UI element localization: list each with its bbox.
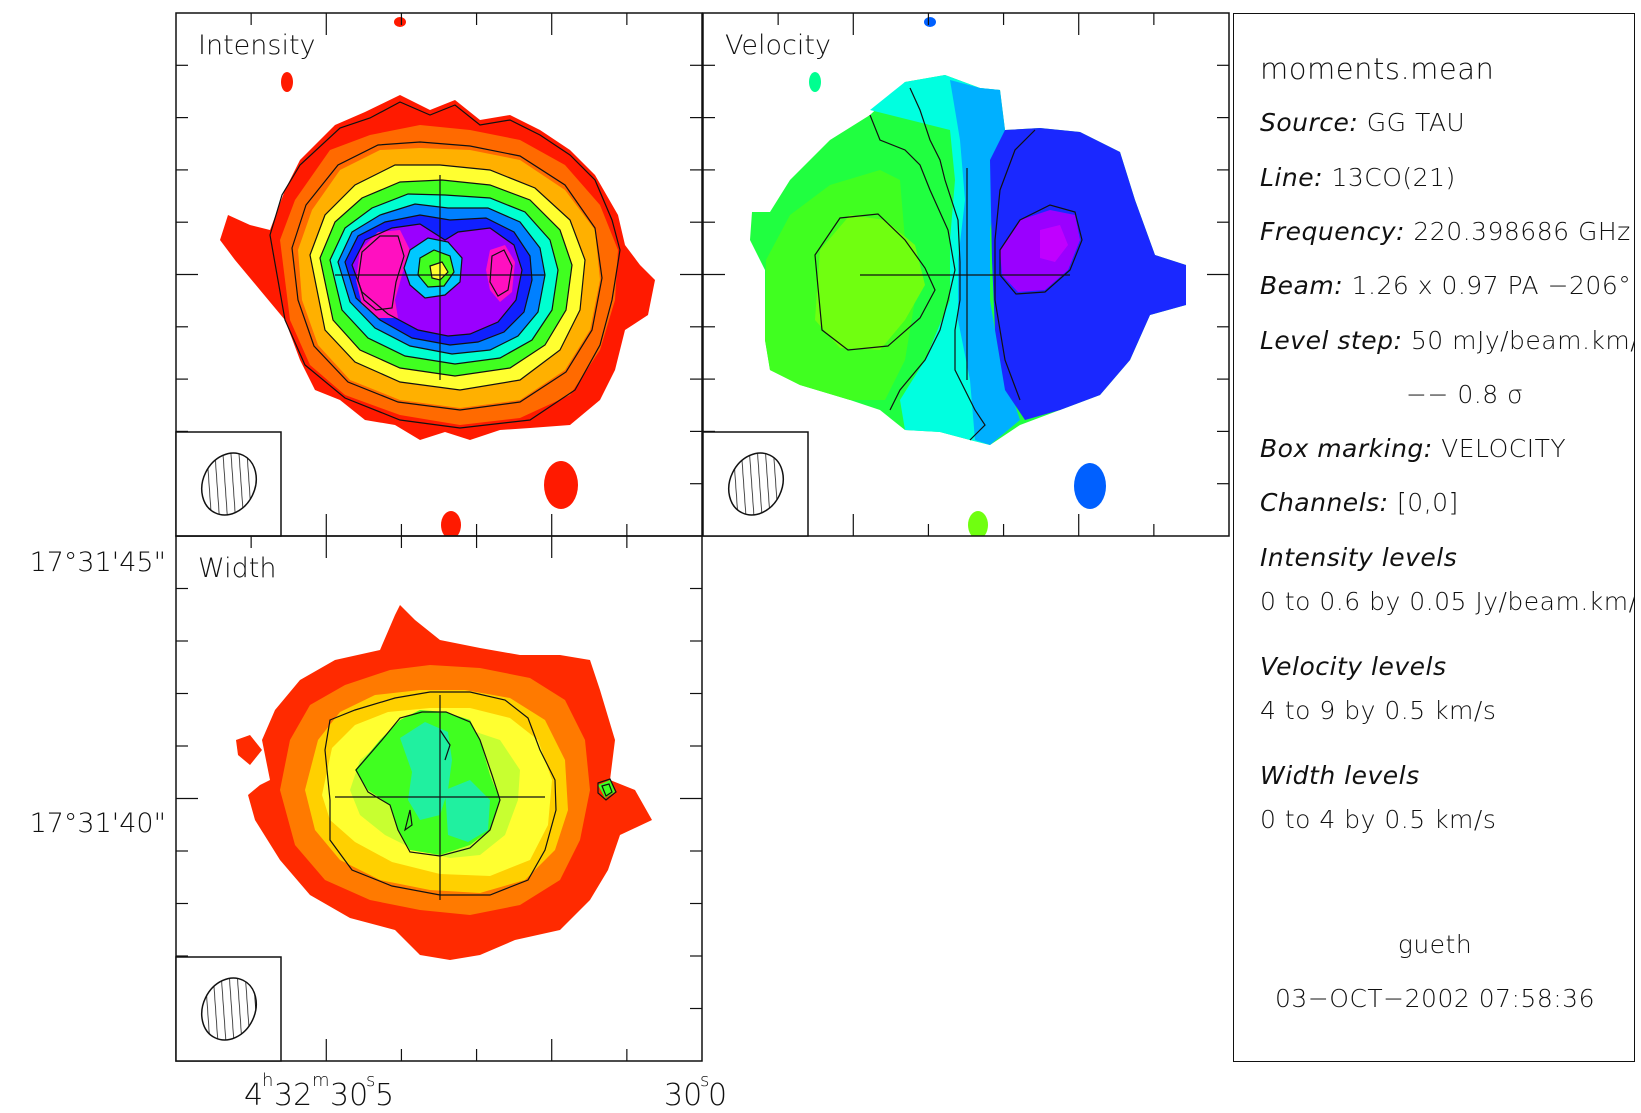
file-name: moments.mean — [1260, 52, 1495, 86]
info-panel: moments.mean Source: GG TAU Line: 13CO(2… — [1233, 13, 1635, 1062]
level-step-row: Level step: 50 mJy/beam.km/s — [1260, 326, 1635, 355]
intensity-contours — [269, 101, 621, 429]
intensity-levels-value: 0 to 0.6 by 0.05 Jy/beam.km/s — [1260, 587, 1635, 616]
intensity-levels-label: Intensity levels — [1260, 543, 1458, 572]
sigma-value: −− 0.8 σ — [1406, 380, 1524, 409]
source-row: Source: GG TAU — [1260, 108, 1465, 137]
velocity-contours — [814, 87, 1083, 441]
line-label: Line: — [1260, 163, 1324, 192]
beam-label: Beam: — [1260, 271, 1344, 300]
width-levels-label: Width levels — [1260, 761, 1420, 790]
line-value: 13CO(21) — [1331, 163, 1456, 192]
user-name: gueth — [1397, 930, 1473, 959]
frequency-label: Frequency: — [1260, 217, 1405, 246]
intensity-panel — [220, 17, 655, 536]
dec-tick-label-2: 17°31'40" — [30, 808, 166, 839]
intensity-map — [220, 17, 655, 536]
width-title: Width — [198, 553, 276, 584]
ra-tick-label-1: 4 h 32 m 30 s 5 — [244, 1070, 394, 1113]
beam-row: Beam: 1.26 x 0.97 PA −206° — [1260, 271, 1631, 300]
intensity-beam-ellipse — [200, 452, 258, 516]
ra-tick-1-seconds: 30 — [330, 1078, 368, 1113]
panel-frames — [175, 12, 1230, 1062]
width-panel — [236, 605, 652, 960]
width-contours — [324, 691, 617, 896]
velocity-levels-value: 4 to 9 by 0.5 km/s — [1260, 696, 1497, 725]
box-marking-value: VELOCITY — [1441, 434, 1567, 463]
level-step-label: Level step: — [1260, 326, 1403, 355]
ra-tick-1-s-unit: s — [366, 1070, 375, 1091]
ra-tick-1-minutes: 32 — [274, 1078, 312, 1113]
channels-row: Channels: [0,0] — [1260, 488, 1459, 517]
frequency-row: Frequency: 220.398686 GHz — [1260, 217, 1631, 246]
ra-tick-2-seconds: 30 — [664, 1078, 702, 1113]
intensity-cross — [335, 175, 545, 380]
level-step-value: 50 mJy/beam.km/s — [1410, 326, 1635, 355]
beam-value: 1.26 x 0.97 PA −206° — [1351, 271, 1632, 300]
channels-value: [0,0] — [1397, 488, 1459, 517]
box-marking-row: Box marking: VELOCITY — [1260, 434, 1566, 463]
source-label: Source: — [1260, 108, 1359, 137]
velocity-title: Velocity — [725, 30, 831, 61]
source-value: GG TAU — [1366, 108, 1466, 137]
width-levels-value: 0 to 4 by 0.5 km/s — [1260, 805, 1497, 834]
velocity-panel — [750, 17, 1186, 536]
ra-tick-1-m-unit: m — [312, 1070, 330, 1091]
line-row: Line: 13CO(21) — [1260, 163, 1456, 192]
ra-tick-2-frac: 0 — [708, 1078, 727, 1113]
width-cross — [335, 695, 545, 900]
frequency-value: 220.398686 GHz — [1413, 217, 1631, 246]
intensity-title: Intensity — [198, 30, 316, 61]
timestamp: 03−OCT−2002 07:58:36 — [1275, 984, 1595, 1013]
box-marking-label: Box marking: — [1260, 434, 1433, 463]
channels-label: Channels: — [1260, 488, 1389, 517]
ra-tick-1-frac: 5 — [375, 1078, 394, 1113]
velocity-beam-ellipse — [727, 452, 785, 516]
width-beam-ellipse — [200, 977, 258, 1041]
velocity-map — [750, 17, 1186, 536]
ra-tick-2-s-unit: s — [700, 1070, 709, 1091]
dec-tick-label-1: 17°31'45" — [30, 547, 166, 578]
velocity-cross — [860, 168, 1070, 380]
ra-tick-label-2: 30 s 0 — [664, 1070, 727, 1113]
velocity-levels-label: Velocity levels — [1260, 652, 1447, 681]
width-map — [236, 605, 652, 960]
ra-tick-1-hours: 4 — [244, 1078, 263, 1113]
ra-tick-1-h-unit: h — [262, 1070, 273, 1091]
